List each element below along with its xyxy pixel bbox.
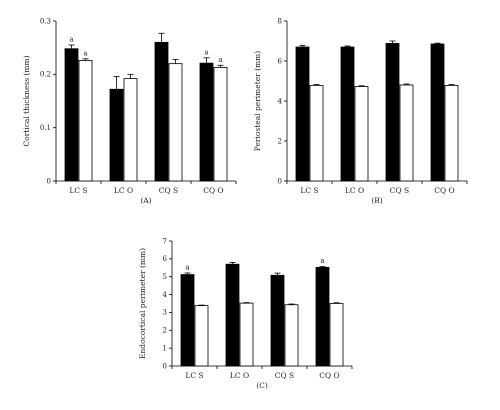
bar-light: [78, 60, 93, 182]
y-tick-label: 4: [278, 97, 283, 105]
bar-light: [239, 302, 254, 367]
y-tick-label: 0.2: [40, 71, 51, 79]
bar-light: [399, 84, 414, 182]
y-tick-label: 3: [163, 309, 167, 317]
significance-marker: a: [320, 257, 324, 265]
significance-marker: a: [218, 56, 222, 64]
panel-c-endocortical-perimeter: 0 1 2 3 4 5 6 7 LC S LC O CQ S CQ O a a Endocortical p…: [138, 237, 353, 390]
y-axis-title: Cortical thickness (mm): [22, 55, 31, 146]
bar-dark: [64, 48, 79, 182]
y-tick-label: 8: [278, 17, 282, 25]
bar-light: [309, 85, 324, 182]
y-axis-title: Endocortical perimeter (mm): [138, 248, 147, 359]
y-tick-label: 0: [163, 362, 167, 370]
y-tick-label: 0.1: [40, 124, 51, 132]
bar-dark: [270, 274, 285, 367]
x-category-label: CQ O: [319, 371, 339, 380]
y-tick-label: 0: [47, 177, 51, 185]
significance-marker: a: [69, 36, 73, 44]
y-tick-label: 5: [163, 273, 167, 281]
y-tick-label: 7: [163, 237, 167, 245]
x-category-label: CQ O: [203, 186, 223, 195]
x-category-label: LC O: [345, 186, 364, 195]
bar-light: [213, 67, 228, 182]
x-category-label: LC S: [300, 186, 318, 195]
y-tick-label: 6: [278, 57, 283, 65]
x-category-label: CQ S: [159, 186, 178, 195]
panel-label: (A): [140, 196, 151, 205]
bar-dark: [180, 274, 195, 367]
bar-dark: [109, 88, 124, 182]
bar-light: [194, 305, 209, 367]
bar-dark: [154, 41, 169, 182]
y-tick-label: 4: [163, 291, 168, 299]
bar-dark: [315, 267, 330, 367]
panel-b-periosteal-perimeter: 0 2 4 6 8 LC S LC O CQ S CQ O Periosteal perimete…: [253, 17, 468, 205]
bar-dark: [385, 43, 400, 182]
significance-marker: a: [83, 49, 87, 57]
bar-light: [354, 86, 369, 182]
bar-dark: [225, 263, 240, 367]
significance-marker: a: [204, 48, 208, 56]
x-category-label: CQ S: [390, 186, 409, 195]
y-tick-label: 0.3: [40, 17, 51, 25]
x-category-label: LC S: [69, 186, 87, 195]
bar-dark: [340, 46, 355, 182]
x-category-label: LC O: [230, 371, 249, 380]
significance-marker: a: [185, 263, 189, 271]
bar-light: [329, 303, 344, 367]
bar-dark: [295, 46, 310, 182]
bar-light: [123, 78, 138, 182]
x-category-label: CQ O: [434, 186, 454, 195]
y-tick-label: 0: [278, 177, 282, 185]
y-tick-label: 2: [278, 137, 282, 145]
panel-a-cortical-thickness: 0 0.1 0.2 0.3 LC S LC O CQ S CQ O a a a a Cortical t…: [22, 17, 237, 205]
y-tick-label: 1: [163, 344, 167, 352]
x-category-label: LC S: [185, 371, 203, 380]
panel-label: (C): [256, 381, 268, 390]
y-axis-title: Periosteal perimeter (mm): [253, 51, 262, 152]
bar-dark: [430, 43, 445, 182]
y-tick-label: 2: [163, 327, 167, 335]
panel-label: (B): [371, 196, 382, 205]
bar-light: [444, 85, 459, 182]
y-tick-label: 6: [163, 255, 168, 263]
x-category-label: CQ S: [275, 371, 294, 380]
bar-light: [284, 304, 299, 367]
bar-light: [168, 63, 183, 182]
x-category-label: LC O: [114, 186, 133, 195]
bar-dark: [199, 62, 214, 182]
